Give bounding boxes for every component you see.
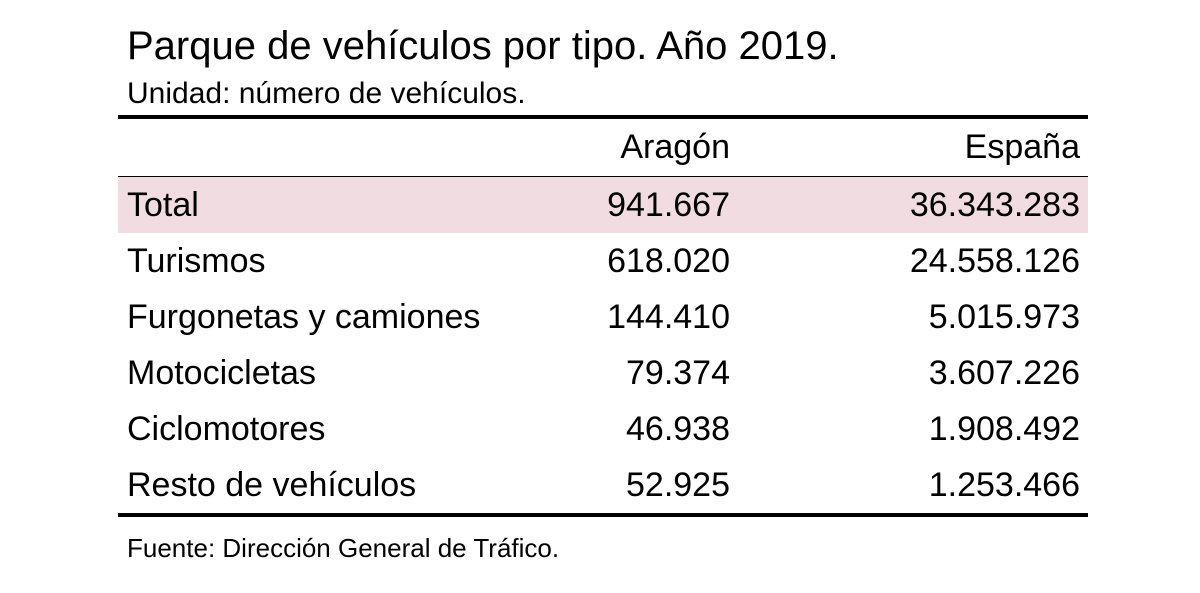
cell-aragon: 46.938 xyxy=(626,409,730,448)
source-note: Fuente: Dirección General de Tráfico. xyxy=(127,533,560,563)
cell-aragon: 941.667 xyxy=(588,176,738,233)
cell-espana: 24.558.126 xyxy=(909,241,1080,280)
row-label: Motocicletas xyxy=(127,353,316,392)
header-aragon: Aragón xyxy=(588,117,738,177)
data-table: Aragón España Total 941.667 36.343.283 T… xyxy=(118,115,1088,517)
table-subtitle: Unidad: número de vehículos. xyxy=(127,77,526,110)
table-row: Furgonetas y camiones 144.410 5.015.973 xyxy=(118,289,1088,345)
row-label: Turismos xyxy=(127,241,266,280)
table-title: Parque de vehículos por tipo. Año 2019. xyxy=(127,24,839,68)
header-empty xyxy=(118,117,588,177)
cell-aragon: 79.374 xyxy=(626,353,730,392)
cell-espana: 1.253.466 xyxy=(928,465,1080,504)
table-row-total: Total 941.667 36.343.283 xyxy=(118,176,1088,233)
row-label: Ciclomotores xyxy=(127,409,326,448)
table-row: Turismos 618.020 24.558.126 xyxy=(118,233,1088,289)
cell-aragon: 52.925 xyxy=(626,465,730,504)
cell-espana: 3.607.226 xyxy=(928,353,1080,392)
table-figure: Parque de vehículos por tipo. Año 2019. … xyxy=(118,22,1088,564)
table-row: Ciclomotores 46.938 1.908.492 xyxy=(118,401,1088,457)
row-label: Total xyxy=(118,176,588,233)
header-espana: España xyxy=(738,117,1088,177)
row-label: Furgonetas y camiones xyxy=(127,297,481,336)
cell-espana: 36.343.283 xyxy=(738,176,1088,233)
table-row: Motocicletas 79.374 3.607.226 xyxy=(118,345,1088,401)
cell-espana: 5.015.973 xyxy=(928,297,1080,336)
cell-aragon: 144.410 xyxy=(607,297,730,336)
row-label: Resto de vehículos xyxy=(127,465,417,504)
cell-aragon: 618.020 xyxy=(607,241,730,280)
header-row: Aragón España xyxy=(118,117,1088,177)
cell-espana: 1.908.492 xyxy=(928,409,1080,448)
table-row: Resto de vehículos 52.925 1.253.466 xyxy=(118,457,1088,515)
